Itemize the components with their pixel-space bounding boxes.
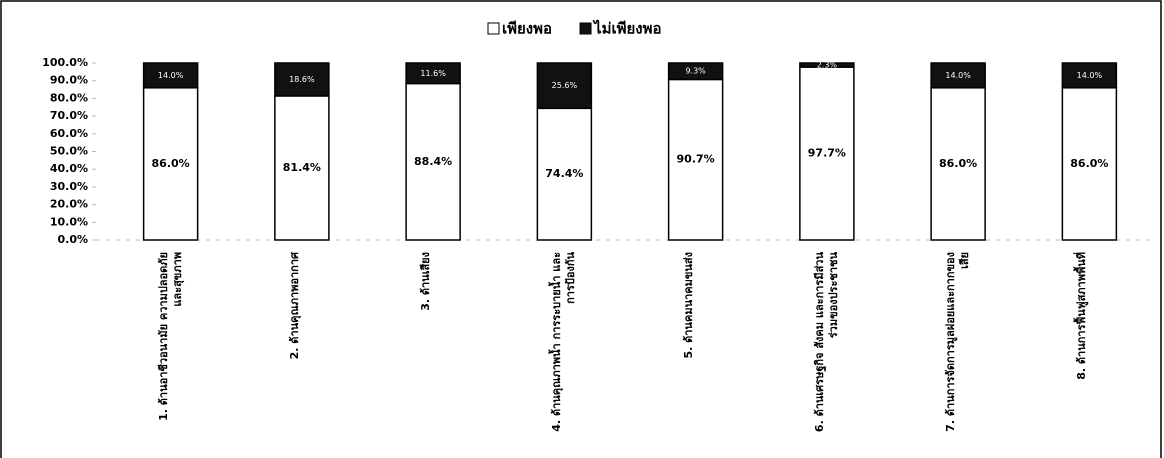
y-tick-label: 80.0% (50, 91, 88, 104)
legend-label: เพียงพอ (502, 20, 552, 38)
bar-segment (274, 62, 330, 97)
data-label: 90.7% (677, 153, 715, 166)
y-tick-label: 20.0% (50, 198, 88, 211)
x-tick-label: 1. ด้านอาชีวอนามัย ความปลอดภัย และสุขภาพ (156, 252, 184, 421)
bar-segment (930, 87, 986, 241)
y-tick-label: 10.0% (50, 215, 88, 228)
bar-segment (142, 87, 199, 241)
bar-segment (1061, 62, 1118, 89)
y-tick-label: 100.0% (42, 56, 88, 69)
bar-segment (142, 62, 199, 89)
x-tick-label: 3. ด้านเสียง (419, 252, 433, 311)
data-label: 74.4% (545, 167, 583, 180)
data-label: 14.0% (1077, 71, 1103, 80)
x-tick-label: 8. ด้านการฟื้นฟูสภาพพื้นที่ (1075, 252, 1089, 380)
bar-segment (536, 107, 593, 241)
data-label: 25.6% (552, 81, 578, 90)
y-tick-label: 40.0% (50, 162, 88, 175)
y-tick-label: 0.0% (57, 233, 88, 246)
data-label: 86.0% (1070, 157, 1108, 170)
x-tick-label: 6. ด้านเศรษฐกิจ สังคม และการมีส่วนร่วมขอ… (812, 252, 840, 433)
bar-segment (405, 82, 461, 241)
y-tick-label: 30.0% (50, 180, 88, 193)
data-label: 86.0% (152, 157, 190, 170)
x-tick-label: 2. ด้านคุณภาพอากาศ (287, 252, 301, 360)
x-tick-label: 7. ด้านการจัดการมูลฝอยและกากของเสีย (944, 252, 972, 432)
data-label: 18.6% (289, 75, 315, 84)
data-label: 14.0% (945, 71, 971, 80)
bar-segment (274, 95, 330, 241)
bar-segment (405, 62, 461, 85)
bar-segment (667, 62, 724, 81)
data-label: 14.0% (158, 71, 184, 80)
data-label: 86.0% (939, 157, 977, 170)
bar-segment (667, 78, 724, 241)
bar-segment (930, 62, 986, 89)
y-tick-label: 50.0% (50, 145, 88, 158)
data-label: 88.4% (414, 155, 452, 168)
x-tick-label: 4. ด้านคุณภาพน้ำ การระบายน้ำ และการป้องก… (550, 252, 578, 432)
y-tick-label: 90.0% (50, 74, 88, 87)
data-label: 2.3% (817, 61, 838, 70)
bar-segment (536, 62, 593, 110)
data-label: 11.6% (420, 69, 446, 78)
data-label: 9.3% (685, 67, 706, 76)
legend-swatch (579, 22, 592, 35)
y-tick-label: 70.0% (50, 109, 88, 122)
bar-segment (1061, 87, 1118, 241)
x-tick-label: 5. ด้านคมนาคมขนส่ง (681, 252, 695, 359)
y-tick-label: 60.0% (50, 127, 88, 140)
legend-swatch (487, 22, 500, 35)
data-label: 81.4% (283, 161, 321, 174)
bar-segment (799, 62, 855, 68)
data-label: 97.7% (808, 147, 846, 160)
legend-label: ไม่เพียงพอ (592, 19, 661, 38)
